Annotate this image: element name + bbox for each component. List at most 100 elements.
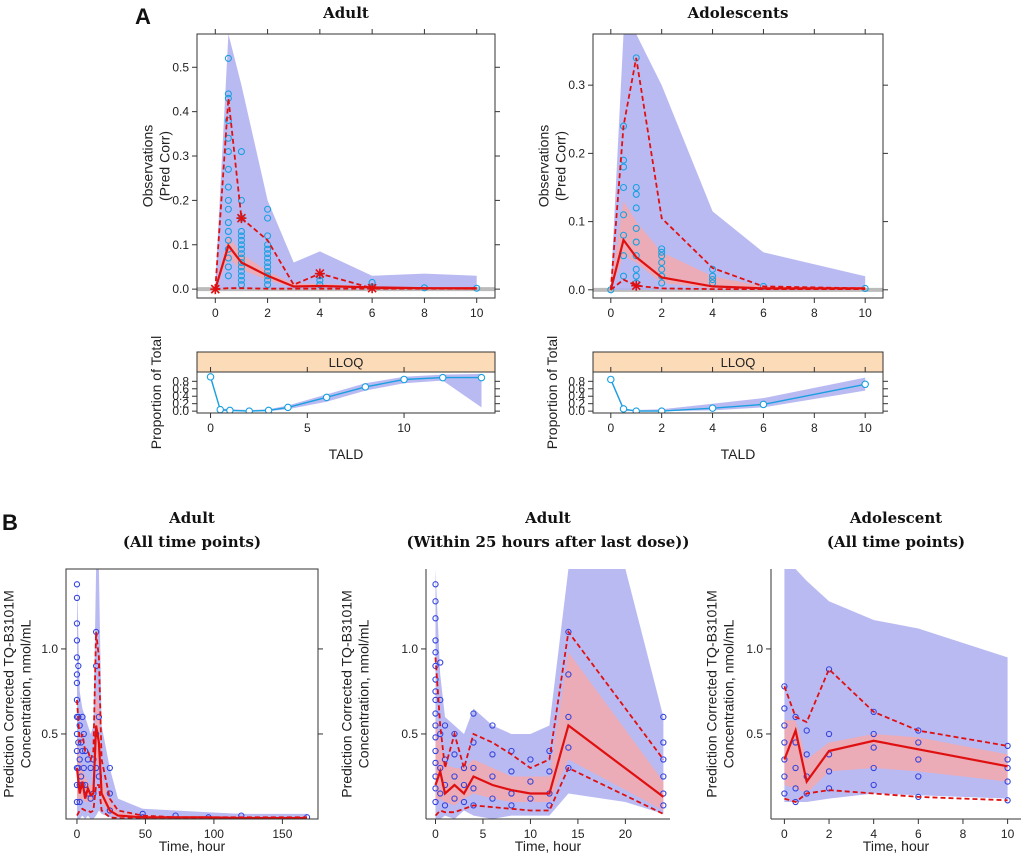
y-tick-label: 0.5	[41, 727, 58, 741]
observation-point	[658, 258, 666, 267]
observation-point	[432, 722, 439, 729]
observation-point	[79, 713, 86, 721]
x-tick-label: 10	[470, 306, 484, 320]
observed-fraction-point	[708, 404, 717, 412]
x-tick-label: 10	[859, 421, 873, 435]
y-tick-label: 0.0	[172, 404, 189, 418]
x-tick-label: 2	[264, 306, 271, 320]
y-tick-label: 0.5	[746, 727, 763, 741]
observation-point	[264, 245, 272, 253]
chart-a-adol-vpc: 0.0 0.1 0.2 0.3 0 2 4 6 8 10 Adolescents Observatio…	[536, 4, 888, 320]
observation-point	[658, 279, 666, 287]
outlier-star	[367, 283, 377, 293]
observation-point	[237, 263, 245, 271]
observation-point	[803, 751, 810, 758]
observation-point	[264, 267, 272, 275]
observation-point	[1004, 778, 1011, 785]
observation-point	[508, 768, 515, 775]
chart-title-line: Adolescent	[849, 509, 942, 527]
observation-point	[432, 676, 439, 683]
x-tick-label: 150	[272, 827, 292, 841]
observation-point	[73, 581, 81, 588]
observation-point	[709, 276, 717, 284]
plot-area	[197, 34, 495, 295]
upper-percentile-line	[609, 57, 866, 290]
y-tick-label: 0.6	[568, 382, 585, 396]
y-tick-label: 0.0	[172, 282, 189, 296]
observation-point	[451, 795, 458, 802]
observed-fraction-point	[657, 407, 666, 413]
observation-point	[73, 679, 81, 687]
x-tick-label: 0	[607, 421, 614, 435]
observation-point	[437, 659, 444, 666]
x-axis-label: Time, hour	[863, 838, 930, 854]
observation-point	[658, 265, 666, 273]
observation-point	[915, 739, 922, 746]
y-axis-label: Observations	[536, 125, 552, 207]
chart-a-adult-vpc: 0.0 0.1 0.2 0.3 0.4 0.5 0 2 4 6 8 10 Adult Observatio…	[140, 4, 500, 320]
outlier-star	[210, 284, 220, 294]
observation-point	[632, 265, 640, 273]
observation-point	[237, 227, 245, 235]
lower-percentile-line	[610, 278, 866, 291]
y-axis-label: Prediction Corrected TQ-B3101M	[704, 590, 720, 798]
x-tick-label: 0	[781, 827, 788, 841]
observation-point	[658, 248, 666, 256]
observed-fraction-point	[226, 406, 234, 413]
plot-frame	[592, 33, 884, 299]
observation-point	[237, 258, 245, 267]
y-axis-label: Concentration, nmol/mL	[356, 619, 372, 768]
observation-point	[915, 727, 922, 734]
observation-point	[489, 751, 496, 758]
observation-point	[660, 802, 667, 809]
x-tick-label: 8	[811, 306, 818, 320]
plot-area	[432, 569, 667, 819]
observation-point	[432, 798, 439, 806]
chart-title-line: Adult	[168, 509, 215, 527]
x-tick-label: 10	[1001, 827, 1015, 841]
plot-area	[73, 569, 311, 819]
observation-point	[781, 773, 788, 780]
observation-point	[451, 751, 458, 758]
observation-point	[546, 747, 553, 755]
observation-point	[527, 756, 534, 763]
observation-point	[546, 768, 553, 775]
observed-fraction-point	[619, 405, 628, 413]
panel-label-a: A	[135, 4, 151, 29]
y-axis-label: (Pred Corr)	[553, 131, 569, 201]
observation-point	[237, 196, 245, 204]
observation-point	[432, 598, 439, 605]
outlier-star	[236, 213, 247, 223]
observation-point	[870, 708, 877, 716]
chart-title: Adult	[322, 4, 369, 22]
observation-point	[76, 722, 83, 729]
observation-point	[565, 744, 572, 751]
observation-point	[825, 768, 833, 775]
observation-point	[660, 773, 667, 780]
strip-label: LLOQ	[329, 355, 364, 370]
observation-point	[106, 764, 113, 772]
observation-point	[224, 116, 232, 125]
observed-fraction-point	[206, 373, 215, 381]
observed-fraction-point	[400, 375, 408, 384]
observation-point	[915, 756, 922, 763]
observation-point	[75, 739, 82, 746]
observation-point	[432, 785, 439, 792]
observation-point	[781, 790, 788, 797]
prediction-interval-band	[215, 34, 477, 290]
observation-point	[432, 581, 439, 588]
observation-point	[792, 764, 799, 772]
observation-point	[632, 272, 640, 280]
plot-frame	[65, 568, 319, 820]
y-tick-label: 0.5	[401, 727, 418, 741]
chart-title-line: (Within 25 hours after last dose))	[407, 533, 690, 551]
y-tick-label: 0.2	[568, 146, 585, 160]
x-tick-label: 2	[826, 827, 833, 841]
observation-point	[224, 54, 232, 62]
observation-point	[264, 276, 272, 284]
median-ci-band	[435, 652, 664, 811]
observation-point	[658, 252, 666, 260]
y-tick-label: 1.0	[401, 642, 418, 656]
chart-title-line: Adult	[524, 509, 571, 527]
y-axis-label: Prediction Corrected TQ-B3101M	[339, 590, 355, 798]
